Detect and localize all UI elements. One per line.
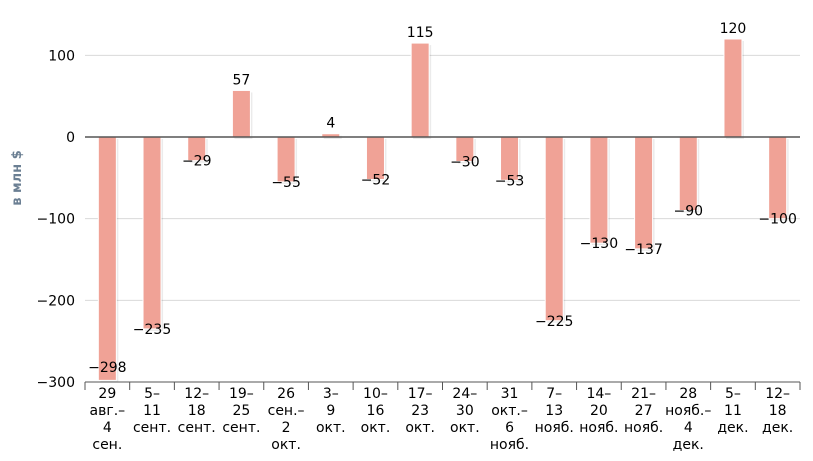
y-tick-label: 0: [66, 130, 75, 146]
y-axis-tick-labels: −300 −200 −100 0 100: [37, 48, 75, 391]
category-label: 7– 13 нояб.: [535, 386, 574, 436]
category-label: 26 сен.– 2 окт.: [268, 386, 305, 453]
x-axis-category-labels: 29 авг.– 4 сен.5– 11 сент.12– 18 сент.19– 25 сент…: [90, 386, 794, 453]
y-tick-label: 100: [48, 48, 75, 64]
data-label: 57: [232, 72, 250, 88]
category-label: 3– 9 окт.: [316, 386, 346, 436]
category-label: 12– 18 сент.: [178, 386, 216, 436]
y-tick-label: −100: [37, 212, 75, 228]
category-label: 31 окт.– 6 нояб.: [490, 386, 529, 453]
y-tick-label: −300: [37, 375, 75, 391]
category-label: 28 нояб.– 4 дек.: [665, 386, 711, 453]
data-label: −235: [133, 322, 171, 338]
bar: [678, 136, 698, 212]
data-label: −137: [624, 242, 662, 258]
data-label: −29: [182, 154, 212, 170]
data-label: 120: [720, 21, 747, 37]
category-label: 5– 11 дек.: [717, 386, 748, 436]
category-label: 19– 25 сент.: [222, 386, 260, 436]
data-label: −52: [361, 172, 391, 188]
bar: [231, 89, 251, 138]
bar: [634, 136, 654, 250]
category-label: 24– 30 окт.: [450, 386, 480, 436]
bar: [544, 136, 564, 322]
bar: [410, 42, 430, 138]
data-label: −30: [450, 155, 480, 171]
bar: [768, 136, 788, 220]
category-label: 29 авг.– 4 сен.: [90, 386, 126, 453]
data-label: 115: [407, 25, 434, 41]
data-label: −100: [758, 212, 796, 228]
category-label: 5– 11 сент.: [133, 386, 171, 436]
bar: [723, 38, 743, 138]
data-label: −225: [535, 314, 573, 330]
bar: [142, 136, 162, 330]
data-label: −53: [495, 173, 525, 189]
category-label: 17– 23 окт.: [405, 386, 435, 436]
data-label: 4: [326, 116, 335, 132]
data-label: −90: [674, 204, 704, 220]
x-axis-ticks: [84, 382, 801, 391]
y-tick-label: −200: [37, 293, 75, 309]
bar: [97, 136, 117, 381]
bar: [589, 136, 609, 244]
data-label: −55: [271, 175, 301, 191]
bars: [97, 38, 789, 383]
category-label: 10– 16 окт.: [361, 386, 391, 436]
data-label: −298: [88, 360, 126, 376]
data-label: −130: [580, 236, 618, 252]
category-label: 14– 20 нояб.: [579, 386, 618, 436]
y-axis-label: в млн $: [10, 150, 25, 205]
data-labels: −298 −235 −29 57 −55 4 −52 115 −30 −53 −225 −130 −13…: [88, 21, 797, 376]
category-label: 21– 27 нояб.: [624, 386, 663, 436]
category-label: 12– 18 дек.: [762, 386, 793, 436]
